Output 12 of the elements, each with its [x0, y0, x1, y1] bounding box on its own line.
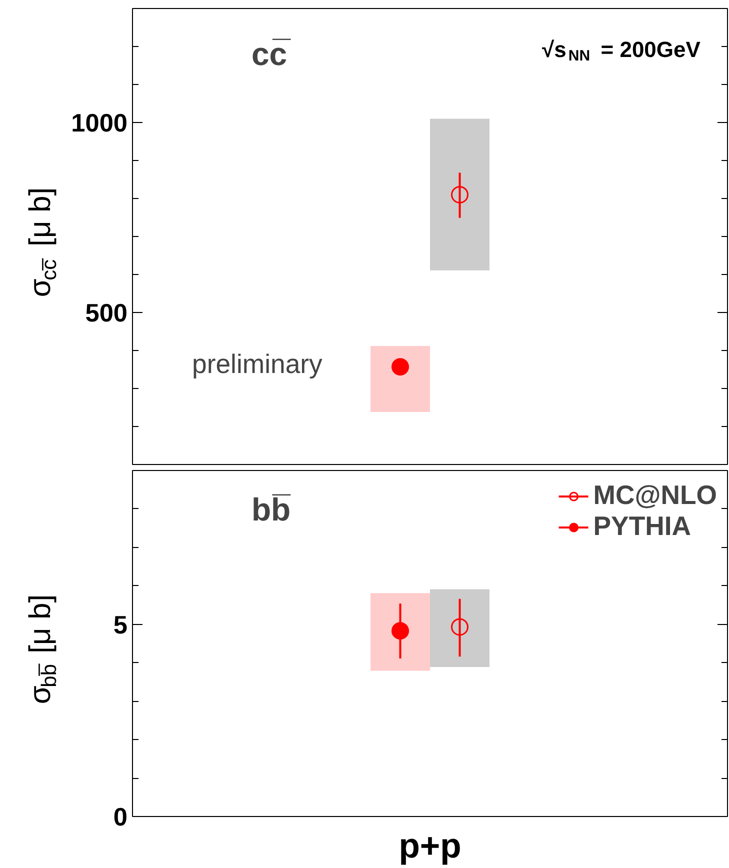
- text: preliminary: [192, 349, 324, 380]
- y-axis-title: σcc̅ [μ b]: [24, 187, 61, 298]
- y-tick-label: 0: [113, 804, 128, 832]
- x-tick-label: p+p: [398, 828, 462, 866]
- y-tick-label: 1000: [71, 110, 128, 138]
- legend-label: PYTHIA: [593, 511, 692, 542]
- legend-label: MC@NLO: [593, 480, 717, 511]
- y-tick-label: 5: [113, 611, 128, 640]
- text: cc̅: [252, 36, 292, 72]
- y-axis-title: σbb̅ [μ b]: [24, 594, 61, 704]
- y-tick-label: 500: [85, 300, 128, 328]
- text: bb̅: [252, 491, 292, 528]
